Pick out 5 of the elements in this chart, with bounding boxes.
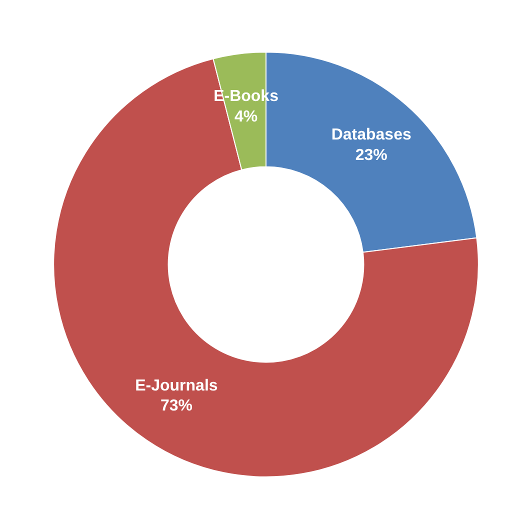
slice-label: E-Journals	[135, 377, 218, 394]
data-label: 73%	[160, 398, 192, 415]
slice-label: Databases	[331, 126, 412, 144]
data-label: 4%	[234, 108, 258, 126]
data-label: 23%	[355, 146, 388, 164]
